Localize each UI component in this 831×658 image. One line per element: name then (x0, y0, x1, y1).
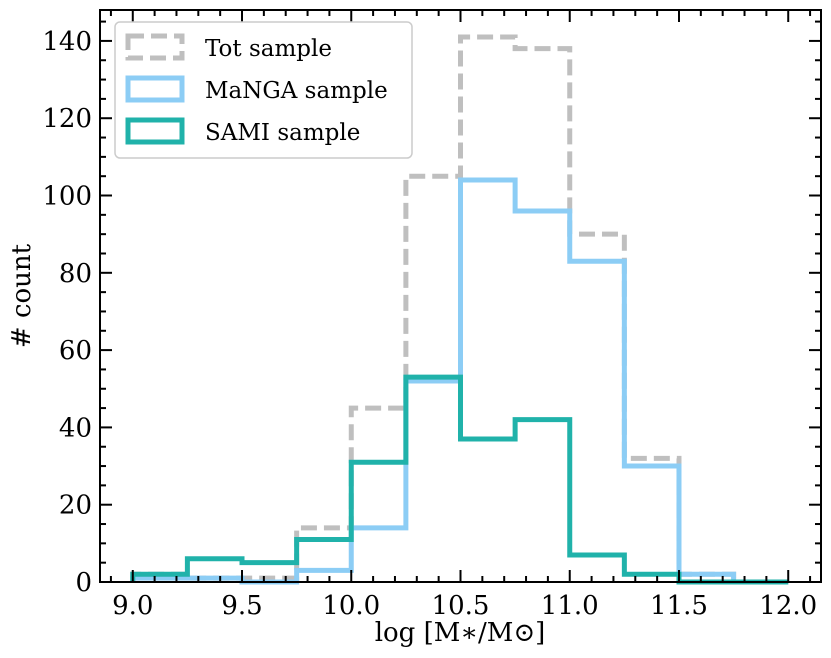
series-line-2 (130, 374, 789, 585)
x-tick-label: 10.5 (432, 591, 490, 621)
x-tick-label: 9.0 (112, 591, 153, 621)
legend-label-tot: Tot sample (205, 36, 332, 62)
legend-box (114, 21, 413, 159)
y-tick-label: 0 (75, 568, 92, 598)
legend-swatch-tot (125, 33, 185, 61)
y-tick-label: 100 (42, 182, 92, 212)
y-tick-label: 120 (42, 104, 92, 134)
legend-label-sami: SAMI sample (205, 120, 360, 146)
legend-swatch-sami (125, 117, 185, 145)
x-tick-label: 11.5 (650, 591, 708, 621)
legend-swatch-manga (125, 75, 185, 103)
y-tick-label: 40 (59, 413, 92, 443)
y-tick-label: 140 (42, 27, 92, 57)
y-axis-label: # count (7, 243, 37, 348)
x-tick-label: 12.0 (759, 591, 817, 621)
legend: Tot sample MaNGA sample SAMI sample (114, 21, 413, 159)
y-tick-label: 20 (59, 491, 92, 521)
series-line-0 (130, 34, 789, 585)
y-tick-label: 60 (59, 336, 92, 366)
x-axis-label: log [M∗/M⊙] (375, 618, 546, 648)
legend-label-manga: MaNGA sample (205, 78, 388, 104)
plot-frame (99, 9, 822, 583)
tick-layer: 9.0 9.5 10.0 10.5 11.0 11.5 12.0 0 20 40 60 80 100 12… (42, 10, 821, 621)
x-tick-label: 9.5 (221, 591, 262, 621)
y-tick-label: 80 (59, 259, 92, 289)
x-tick-label: 11.0 (541, 591, 599, 621)
x-tick-label: 10.0 (322, 591, 380, 621)
